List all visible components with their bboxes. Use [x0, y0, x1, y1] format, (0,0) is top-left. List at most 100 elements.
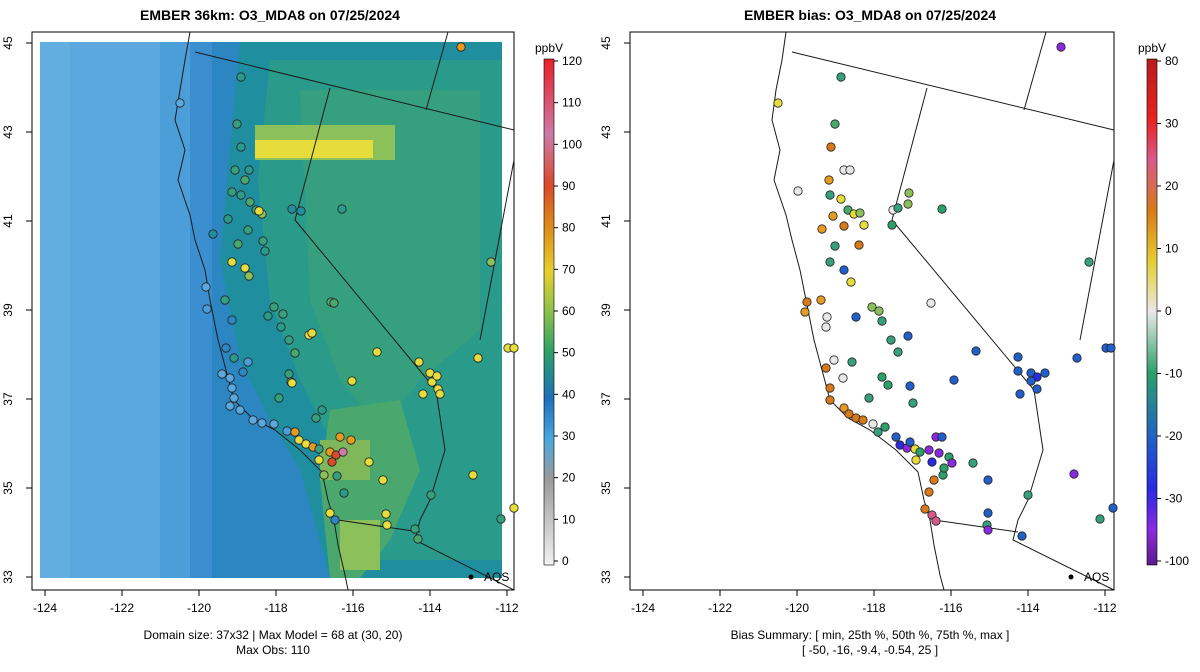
station-marker [269, 302, 279, 312]
station-marker [347, 376, 357, 386]
station-marker [243, 357, 253, 367]
colorbar-tick-label: 10 [1165, 242, 1179, 256]
left-stations [175, 42, 519, 544]
station-marker [486, 257, 496, 267]
station-marker [278, 309, 288, 319]
station-marker [1084, 257, 1094, 267]
station-marker [287, 204, 297, 214]
colorbar-tick-label: 20 [562, 471, 576, 485]
station-marker [236, 190, 246, 200]
station-marker [937, 432, 947, 442]
station-marker [825, 190, 835, 200]
colorbar-tick-label: 100 [562, 137, 582, 151]
station-marker [816, 295, 826, 305]
colorbar-tick-label: 80 [1165, 54, 1179, 68]
station-marker [220, 295, 230, 305]
y-tick-label: 35 [1, 481, 15, 495]
station-marker [175, 98, 185, 108]
station-marker [243, 225, 253, 235]
station-marker [314, 455, 324, 465]
station-marker [931, 516, 941, 526]
station-marker [1026, 376, 1036, 386]
station-marker [893, 347, 903, 357]
station-marker [225, 373, 235, 383]
station-marker [822, 312, 832, 322]
x-tick-label: -120 [187, 601, 211, 615]
station-marker [217, 369, 227, 379]
station-marker [1069, 469, 1079, 479]
station-marker [235, 405, 245, 415]
station-marker [851, 312, 861, 322]
station-marker [410, 524, 420, 534]
colorbar-tick-label: 20 [1165, 179, 1179, 193]
station-marker [830, 241, 840, 251]
station-marker [327, 457, 337, 467]
station-marker [1040, 368, 1050, 378]
station-marker [886, 335, 896, 345]
station-marker [983, 475, 993, 485]
y-tick-label: 43 [599, 125, 613, 139]
aqs-marker-right: AQS [1068, 570, 1109, 584]
station-marker [891, 432, 901, 442]
station-marker [221, 343, 231, 353]
station-marker [229, 353, 239, 363]
station-marker [968, 458, 978, 468]
station-marker [883, 380, 893, 390]
station-marker [1013, 366, 1023, 376]
station-marker [839, 221, 849, 231]
station-marker [911, 455, 921, 465]
station-marker [1017, 531, 1027, 541]
station-marker [821, 363, 831, 373]
station-marker [317, 405, 327, 415]
colorbar-tick-label: -100 [1165, 554, 1189, 568]
colorbar-tick-label: 30 [562, 429, 576, 443]
station-marker [201, 282, 211, 292]
colorbar-tick-label: 90 [562, 179, 576, 193]
x-tick-label: -114 [418, 601, 441, 615]
station-marker [227, 315, 237, 325]
station-marker [867, 302, 877, 312]
station-marker [329, 298, 339, 308]
station-marker [1095, 514, 1105, 524]
right-y-axis: 33 35 37 39 41 43 45 [599, 36, 630, 584]
colorbar-tick-label: 60 [562, 304, 576, 318]
station-marker [905, 437, 915, 447]
station-marker [260, 246, 270, 256]
station-marker [793, 186, 803, 196]
station-marker [937, 204, 947, 214]
station-marker [1013, 352, 1023, 362]
station-marker [926, 298, 936, 308]
station-marker [314, 444, 324, 454]
station-marker [773, 98, 783, 108]
station-marker [238, 367, 248, 377]
station-marker [330, 515, 340, 525]
station-marker [824, 175, 834, 185]
colorbar-tick-label: 0 [1165, 304, 1172, 318]
station-marker [939, 463, 949, 473]
station-marker [418, 389, 428, 399]
station-marker [339, 488, 349, 498]
station-marker [983, 525, 993, 535]
station-marker [233, 239, 243, 249]
left-footer-line-2: Max Obs: 110 [236, 643, 310, 657]
station-marker [311, 413, 321, 423]
station-marker [821, 322, 831, 332]
station-marker [949, 375, 959, 385]
colorbar-tick-label: 120 [562, 54, 582, 68]
station-marker [227, 187, 237, 197]
station-marker [903, 199, 913, 209]
station-marker [225, 401, 235, 411]
colorbar-tick-label: -30 [1165, 492, 1183, 506]
x-tick-label: -118 [264, 601, 287, 615]
left-y-axis: 33 35 37 39 41 43 45 [1, 36, 32, 584]
station-marker [236, 72, 246, 82]
colorbar-tick-label: -10 [1165, 367, 1183, 381]
station-marker [232, 119, 242, 129]
station-marker [335, 432, 345, 442]
station-marker [877, 372, 887, 382]
station-marker [927, 457, 937, 467]
station-marker [859, 220, 869, 230]
station-marker [413, 534, 423, 544]
station-marker [845, 165, 855, 175]
